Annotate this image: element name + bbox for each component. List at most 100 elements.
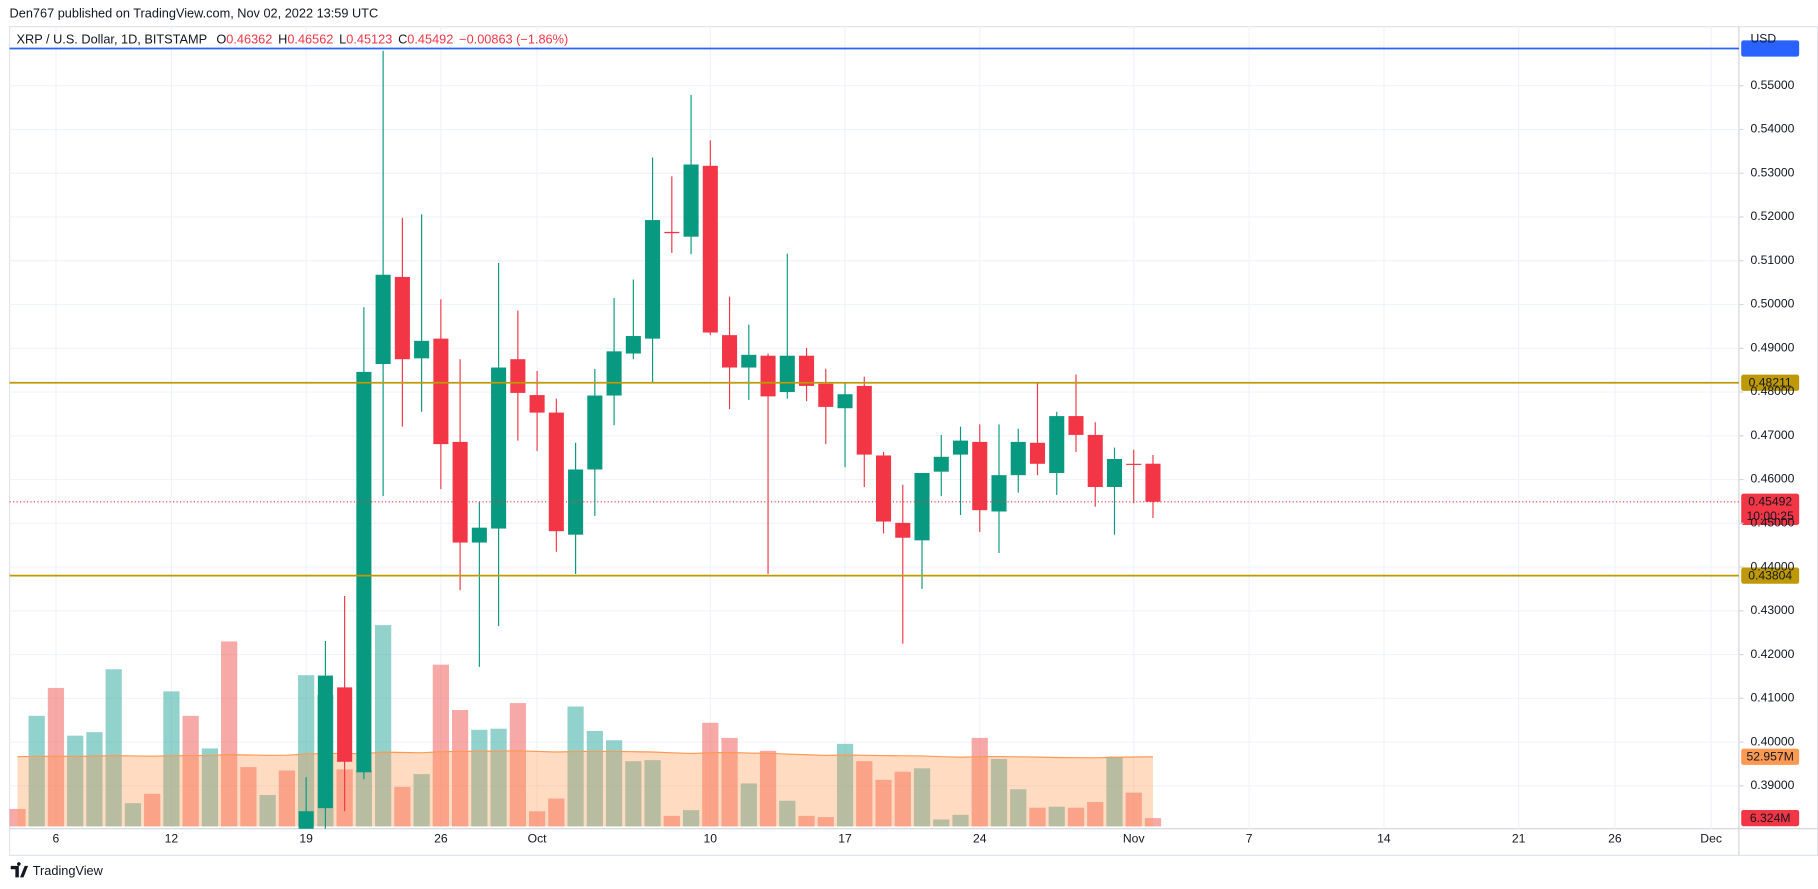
axes: 0.39000 0.40000 0.41000 0.42000 0.43000 0.440… [53, 78, 1795, 845]
candle-body [471, 527, 487, 543]
candle-body [587, 395, 603, 470]
y-tick-label: 0.44000 [1750, 559, 1794, 573]
candle-body [875, 455, 892, 522]
ohlc-key: H [278, 32, 287, 47]
y-tick-label: 0.39000 [1750, 778, 1794, 792]
volume-bar [182, 715, 199, 827]
x-tick-label: Dec [1700, 831, 1722, 845]
volume-bar [144, 793, 161, 827]
candle-body [645, 220, 661, 339]
x-tick-label: 10 [704, 831, 718, 845]
candle-body [779, 355, 795, 393]
volume-ma-tag-label: 52.957M [1747, 750, 1794, 764]
volume-bar [913, 768, 931, 827]
x-tick-label: 17 [838, 831, 852, 845]
volume-bar [298, 675, 315, 827]
level-tag [1741, 40, 1800, 57]
volume-bar [1029, 807, 1046, 827]
x-tick-label: 19 [299, 831, 313, 845]
candle-body [375, 274, 391, 365]
volume-bar [1048, 806, 1065, 827]
y-tick-label: 0.49000 [1750, 340, 1794, 354]
volume-bar [163, 691, 180, 827]
y-tick-label: 0.40000 [1750, 734, 1794, 748]
candle-body [952, 440, 969, 455]
volume-tag-label: 6.324M [1750, 811, 1791, 825]
level-tag-label: 0.43804 [1748, 568, 1792, 582]
volume-bar [1144, 818, 1162, 827]
candle-body [606, 351, 622, 396]
volume-bar [67, 735, 84, 827]
candle-body [856, 385, 872, 455]
candle-body [433, 338, 449, 445]
volume-bar [933, 819, 950, 827]
volume-bar [432, 664, 449, 827]
volume-bar [28, 715, 45, 827]
candle-body [414, 340, 430, 359]
x-tick-label: 21 [1512, 831, 1526, 845]
candle-body [298, 811, 314, 829]
candle-body [529, 395, 545, 413]
volume-bar [259, 794, 276, 827]
ohlc-value: 0.45123 [346, 32, 392, 47]
volume-bar [1067, 807, 1085, 827]
level-tag-label: 0.48211 [1749, 376, 1792, 390]
y-tick-label: 0.54000 [1750, 122, 1794, 136]
volume-bar [9, 808, 26, 827]
volume-bar [105, 669, 122, 827]
volume-bar [240, 767, 257, 827]
ohlc-key: L [339, 32, 346, 47]
candle-body [394, 276, 410, 360]
y-tick-label: 0.47000 [1750, 428, 1794, 442]
x-tick-label: Oct [528, 831, 548, 845]
candle-body [1029, 442, 1046, 464]
current-price-tag [1741, 493, 1800, 525]
volume-bar [740, 783, 757, 827]
y-tick-label: 0.42000 [1750, 647, 1794, 661]
candle-body [1068, 416, 1084, 435]
candle-body [356, 371, 372, 773]
volume-bar [124, 803, 142, 827]
volume-bar [221, 641, 238, 827]
y-tick-label: 0.52000 [1750, 209, 1794, 223]
candle-body [317, 675, 333, 809]
volume-bar [663, 815, 680, 827]
x-tick-label: Nov [1123, 831, 1146, 845]
volume-bar [759, 750, 777, 827]
volume-bar [413, 774, 430, 827]
volume-bar [721, 737, 738, 827]
brand-text: TradingView [33, 863, 104, 878]
candle-body [760, 355, 776, 397]
volume-bar [605, 740, 623, 827]
candle-body [702, 165, 718, 333]
volume-bar [509, 703, 526, 827]
volume-tag [1741, 809, 1800, 827]
y-tick-label: 0.55000 [1750, 78, 1794, 92]
y-tick-label: 0.50000 [1750, 297, 1794, 311]
currency-label: USD [1750, 32, 1776, 46]
candle-body [1126, 463, 1142, 465]
candle-body [933, 456, 949, 472]
candle-body [510, 359, 526, 393]
candle-body [664, 231, 680, 234]
change-value: −0.00863 (−1.86%) [459, 32, 568, 47]
y-tick-label: 0.43000 [1750, 603, 1794, 617]
volume-bar [1125, 792, 1142, 827]
publisher-line: Den767 published on TradingView.com, Nov… [10, 5, 379, 20]
logo-icon [10, 862, 29, 878]
volume-bar [682, 810, 700, 827]
volume-bar [952, 814, 969, 827]
volume-ma-area [17, 750, 1153, 827]
candle-body [972, 441, 988, 511]
ohlc-key: C [398, 32, 407, 47]
volume-bar [875, 779, 892, 827]
candle-body [337, 687, 353, 762]
volume-bar [625, 761, 642, 827]
x-tick-label: 7 [1246, 831, 1253, 845]
candle-body [914, 472, 930, 541]
ohlc-value: 0.46362 [226, 32, 272, 47]
volume-bar [1106, 756, 1123, 827]
volume-bar [894, 771, 911, 827]
volume-ma-tag [1741, 748, 1800, 765]
